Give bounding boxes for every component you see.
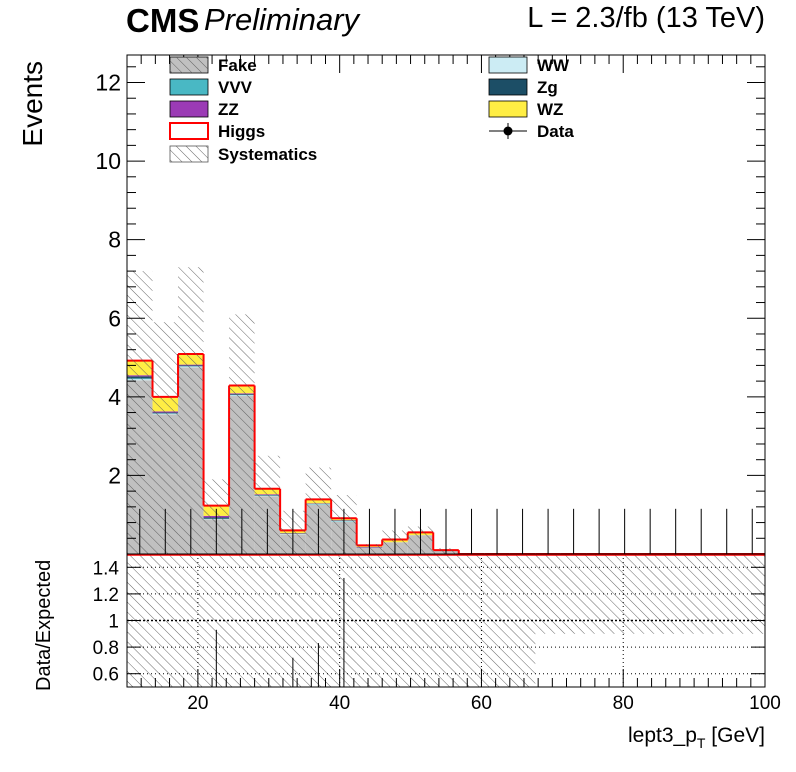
x-axis-label: lept3_pT [GeV]	[628, 724, 765, 751]
legend-label-ww: WW	[537, 56, 570, 75]
legend-label-data: Data	[537, 122, 574, 141]
ratio-y-axis-label: Data/Expected	[33, 560, 55, 691]
xtick-label-2: 60	[471, 693, 492, 714]
legend-label-wz: WZ	[537, 100, 563, 119]
legend-swatch-ww	[488, 56, 528, 74]
legend-swatch-zg	[488, 78, 528, 96]
legend-label-higgs: Higgs	[218, 122, 265, 141]
x-axis-label-main: lept3_p	[628, 724, 697, 747]
ytick-label-5: 12	[95, 70, 121, 96]
ratio-band-17	[560, 554, 587, 634]
xtick-label-1: 40	[329, 693, 350, 714]
ratio-ytick-label-0: 0.6	[93, 665, 119, 686]
legend-swatch-higgs	[169, 122, 209, 140]
ratio-body	[127, 554, 765, 687]
ratio-ytick-label-1: 0.8	[93, 638, 119, 659]
ytick-label-1: 4	[108, 384, 121, 410]
legend-swatch-data	[503, 126, 513, 136]
ratio-ytick-label-4: 1.4	[93, 558, 120, 579]
main-plot: 2 4 6 8 10 12 Events	[17, 54, 766, 555]
ratio-band-4	[229, 554, 255, 687]
ytick-label-4: 10	[95, 148, 121, 174]
legend-swatch-systematics	[169, 145, 209, 163]
legend-label-zg: Zg	[537, 78, 558, 97]
legend-swatch-wz	[488, 100, 528, 118]
legend-label-zz: ZZ	[218, 100, 239, 119]
x-axis-label-unit: [GeV]	[705, 724, 765, 747]
ratio-band-20	[637, 554, 663, 634]
xtick-label-0: 20	[187, 693, 208, 714]
ratio-ytick-label-2: 1	[108, 612, 119, 633]
systematics-bin-2	[178, 267, 204, 554]
ratio-band-22	[688, 554, 714, 634]
ratio-band-12	[433, 554, 459, 687]
cms-label: CMS	[126, 2, 200, 39]
legend-swatch-hatch-fake	[170, 57, 208, 73]
stack	[127, 267, 765, 554]
legend-label-systematics: Systematics	[218, 145, 317, 164]
legend: Fake WW VVV Zg ZZ WZ Higgs Data Systematics	[169, 56, 574, 164]
ratio-plot: 0.6 0.8 1 1.2 1.4 20 40 60 80 100 Data/Expected lep…	[33, 553, 781, 751]
luminosity-label: L = 2.3/fb (13 TeV)	[527, 2, 765, 34]
ytick-label-2: 6	[108, 305, 121, 331]
xtick-label-3: 80	[613, 693, 634, 714]
legend-label-fake: Fake	[218, 56, 257, 75]
ytick-label-3: 8	[108, 227, 121, 253]
ytick-label-0: 2	[108, 462, 121, 488]
legend-label-vvv: VVV	[218, 78, 253, 97]
xtick-label-4: 100	[749, 693, 781, 714]
legend-swatch-zz	[169, 100, 209, 118]
preliminary-label: Preliminary	[204, 2, 360, 37]
y-axis-label: Events	[17, 61, 48, 147]
ratio-ytick-label-3: 1.2	[93, 585, 119, 606]
x-axis-label-sub: T	[697, 735, 706, 751]
legend-swatch-vvv	[169, 78, 209, 96]
